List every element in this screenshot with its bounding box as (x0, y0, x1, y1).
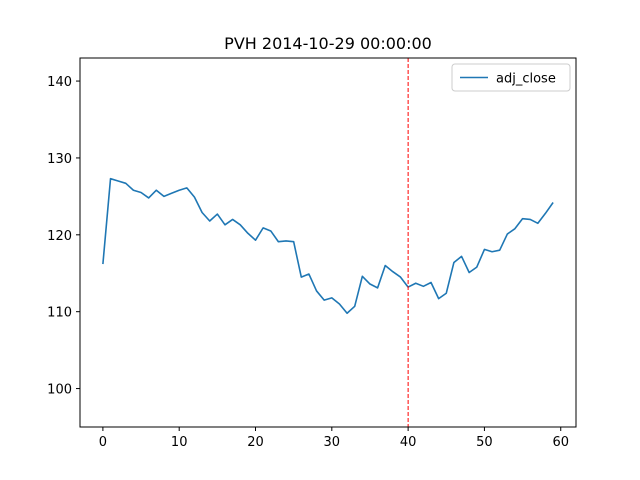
y-tick-label: 140 (47, 75, 72, 90)
y-axis: 100 110 120 130 140 (47, 75, 80, 398)
legend-box (451, 63, 571, 92)
x-tick-label: 30 (324, 435, 341, 450)
x-tick-label: 40 (400, 435, 417, 450)
axes-frame (79, 57, 577, 428)
x-tick-label: 60 (552, 435, 569, 450)
y-tick-label: 110 (47, 306, 72, 321)
x-tick-label: 10 (171, 435, 188, 450)
series-line-adj_close (102, 177, 554, 315)
plot-area (102, 58, 554, 427)
y-tick-label: 120 (47, 229, 72, 244)
legend: adj_close (451, 63, 571, 92)
x-tick-label: 50 (476, 435, 493, 450)
chart-title: PVH 2014-10-29 00:00:00 (224, 34, 432, 53)
legend-label: adj_close (496, 72, 556, 87)
y-tick-label: 130 (47, 152, 72, 167)
x-axis: 0 10 20 30 40 50 60 (99, 427, 569, 450)
x-tick-label: 0 (99, 435, 107, 450)
y-tick-label: 100 (47, 383, 72, 398)
x-tick-label: 20 (247, 435, 264, 450)
